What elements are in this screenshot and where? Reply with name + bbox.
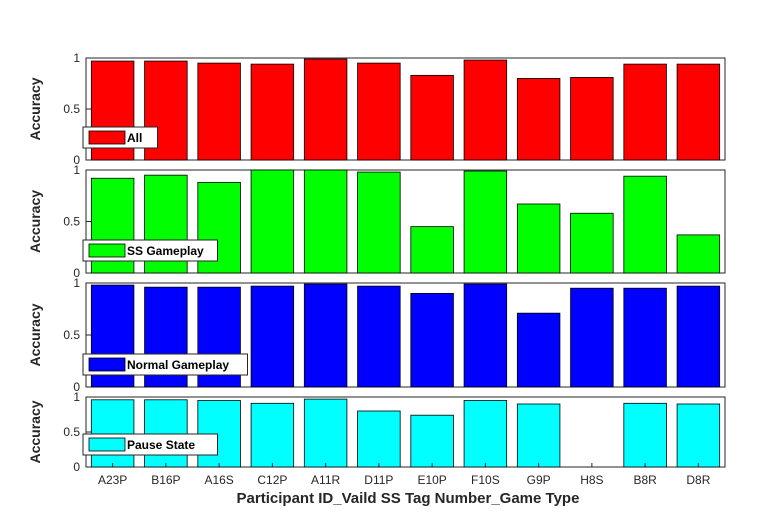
bar-ss-gameplay-b8r [623,175,667,274]
panel-3-ytick-label: 0 [73,380,80,394]
xtick-label-e10p: E10P [417,473,446,487]
bar-all-e10p [410,74,454,161]
xtick-label-f10s: F10S [471,473,500,487]
xtick-label-b8r: B8R [633,473,657,487]
panel-1-ytick-label: 0 [73,153,80,167]
bar-normal-gameplay-b8r [623,287,667,388]
legend-1-swatch [88,130,126,145]
panel-2-ytick-label: 1 [73,163,80,177]
xtick-label-a23p: A23P [98,473,127,487]
panel-1-ytick-label: 1 [73,51,80,65]
bar-pause-state-a23p [90,399,135,468]
bar-ss-gameplay-a11r [303,169,348,274]
xtick-label-h8s: H8S [580,473,603,487]
x-axis-label: Participant ID_Vaild SS Tag Number_Game … [237,490,580,507]
bar-normal-gameplay-a11r [303,283,348,388]
bar-all-c12p [250,63,295,161]
bar-ss-gameplay-c12p [250,169,295,274]
bar-all-a16s [197,62,241,161]
bar-pause-state-c12p [250,402,295,468]
bar-all-b8r [623,63,667,161]
bar-pause-state-a11r [303,398,348,468]
bar-pause-state-f10s [463,400,508,468]
bar-normal-gameplay-d11p [357,285,401,388]
bar-pause-state-b8r [623,402,667,468]
panel-3-ytick-label: 1 [73,276,80,290]
legend-2-swatch [88,243,126,258]
bar-ss-gameplay-d8r [676,234,721,274]
bar-all-d11p [357,62,401,161]
legend-3-swatch [88,357,126,372]
bar-pause-state-e10p [410,414,454,468]
bar-normal-gameplay-c12p [250,285,295,388]
legend-3-label: Normal Gameplay [127,358,229,372]
bar-ss-gameplay-d11p [357,171,401,274]
legend-4-label: Pause State [127,438,195,452]
bar-ss-gameplay-h8s [570,212,614,274]
panel-2-ytick-label: 0 [73,266,80,280]
xtick-label-d11p: D11P [364,473,393,487]
panel-3-y-axis-label: Accuracy [27,303,43,366]
bar-all-g9p [516,78,561,161]
bar-all-a11r [303,58,348,161]
panel-2-ytick-label: 0.5 [63,215,80,229]
xtick-label-g9p: G9P [527,473,551,487]
bar-normal-gameplay-g9p [516,312,561,388]
bar-normal-gameplay-d8r [676,285,721,388]
panel-4-ytick-label: 1 [73,390,80,404]
panel-2-y-axis-label: Accuracy [27,190,43,253]
xtick-label-d8r: D8R [686,473,710,487]
panel-1-ytick-label: 0.5 [63,102,80,116]
panel-4-y-axis-label: Accuracy [27,400,43,463]
legend-1-label: All [127,131,142,145]
legend-4-swatch [88,437,126,452]
bar-pause-state-b16p [144,399,188,468]
bar-all-d8r [676,63,721,161]
xtick-label-b16p: B16P [151,473,180,487]
bar-pause-state-g9p [516,403,561,468]
xtick-label-a16s: A16S [204,473,233,487]
bar-all-f10s [463,59,508,161]
bar-normal-gameplay-f10s [463,283,508,388]
panel-3-ytick-label: 0.5 [63,328,80,342]
bar-pause-state-d8r [676,403,721,468]
bar-ss-gameplay-f10s [463,170,508,274]
panel-4-ytick-label: 0 [73,460,80,474]
bar-pause-state-d11p [357,410,401,468]
bar-all-h8s [570,76,614,161]
panel-4-ytick-label: 0.5 [63,425,80,439]
xtick-label-a11r: A11R [311,473,340,487]
bar-normal-gameplay-h8s [570,287,614,388]
bar-normal-gameplay-e10p [410,292,454,388]
legend-2-label: SS Gameplay [127,244,204,258]
bar-ss-gameplay-e10p [410,226,454,274]
bar-ss-gameplay-g9p [516,203,561,274]
xtick-label-c12p: C12P [257,473,287,487]
panel-1-y-axis-label: Accuracy [27,77,43,140]
